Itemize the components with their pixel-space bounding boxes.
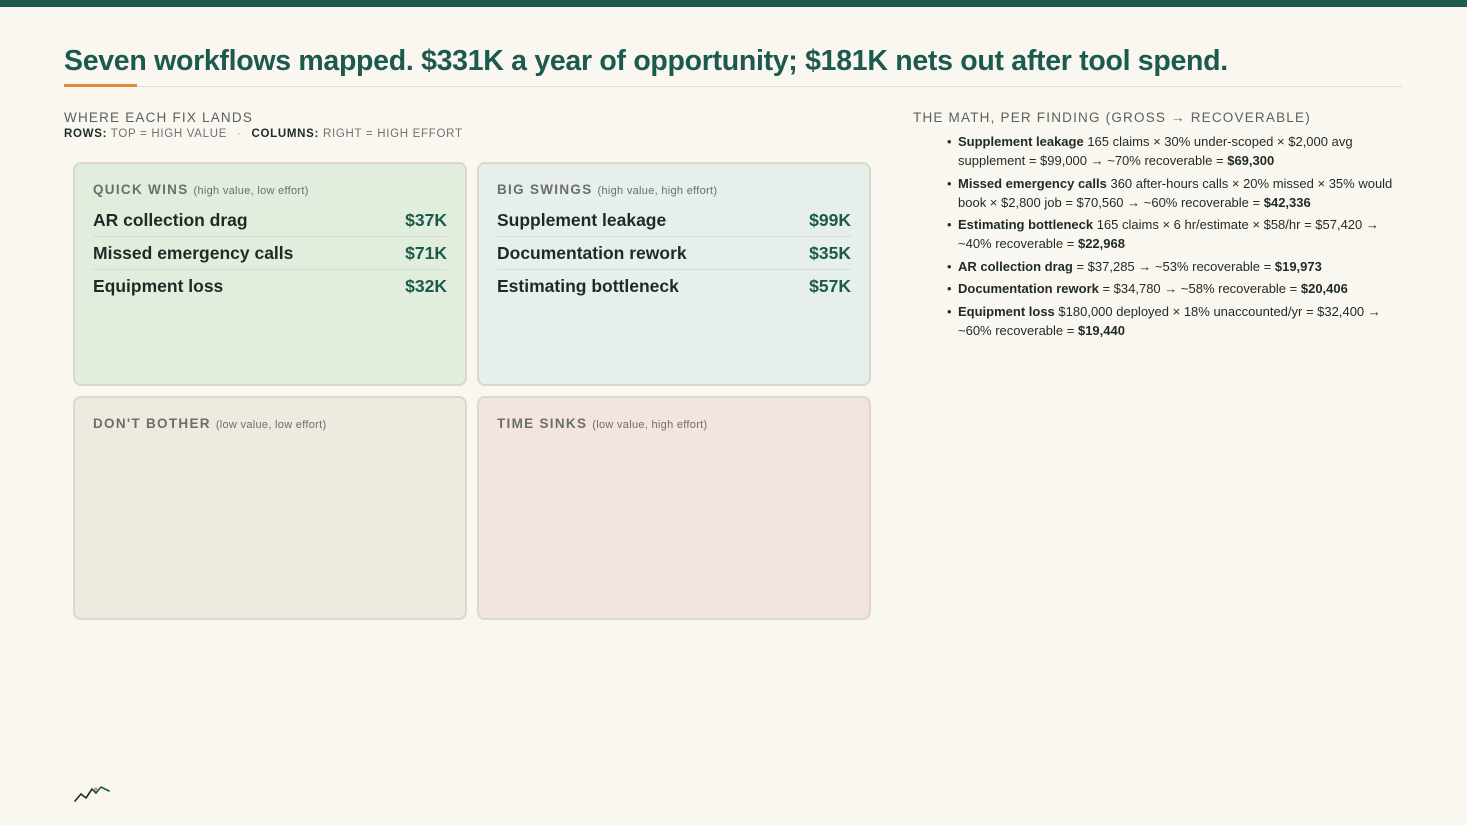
item-value: $37K: [405, 210, 447, 230]
quadrant-time-sinks: TIME SINKS (low value, high effort): [477, 396, 871, 620]
rows-text: TOP = HIGH VALUE: [110, 128, 228, 140]
item-name: AR collection drag: [93, 210, 248, 230]
quadrant-dont-bother: DON'T BOTHER (low value, low effort): [73, 396, 467, 620]
item-name: Equipment loss: [93, 276, 224, 296]
quadrant-item: Supplement leakage $99K: [497, 205, 851, 237]
quadrant-subtitle: (high value, high effort): [597, 185, 718, 197]
item-value: $99K: [809, 210, 851, 230]
quadrant-big-swings: BIG SWINGS (high value, high effort) Supp…: [477, 162, 871, 386]
matrix-heading: WHERE EACH FIX LANDS: [64, 110, 254, 125]
item-value: $71K: [405, 243, 447, 263]
rows-label: ROWS:: [64, 128, 108, 140]
item-value: $35K: [809, 243, 851, 263]
quadrant-name: TIME SINKS: [497, 416, 588, 431]
quadrant-title: DON'T BOTHER (low value, low effort): [93, 416, 447, 438]
columns-text: RIGHT = HIGH EFFORT: [322, 128, 463, 140]
bullet: •: [947, 303, 952, 319]
trend-line-logo-icon: [74, 786, 110, 802]
finding-label: Equipment loss: [958, 303, 1055, 319]
quadrant-item: AR collection drag $37K: [93, 205, 447, 237]
axis-separator: ·: [237, 128, 242, 140]
quadrant-quick-wins: QUICK WINS (high value, low effort) AR co…: [73, 162, 467, 386]
finding-result: $19,440: [1077, 322, 1125, 338]
item-name: Estimating bottleneck: [497, 276, 679, 296]
finding-label: Documentation rework: [958, 281, 1099, 296]
item-value: $32K: [405, 276, 447, 296]
quadrant-title: BIG SWINGS (high value, high effort): [497, 182, 851, 204]
bullet: •: [947, 134, 952, 149]
quadrant-title: TIME SINKS (low value, high effort): [497, 416, 851, 438]
quadrant-title: QUICK WINS (high value, low effort): [93, 182, 447, 204]
math-item-ar-collection-drag: • AR collection drag = $37,285 → ~53% rec…: [945, 257, 1405, 276]
finding-calculation: = $37,285 → ~53% recoverable =: [1072, 258, 1275, 274]
finding-result: $20,406: [1300, 281, 1348, 296]
finding-calculation: 165 claims × 6 hr/estimate × $58/hr = $5…: [958, 217, 1379, 251]
item-name: Supplement leakage: [497, 210, 667, 230]
finding-label: Missed emergency calls: [958, 175, 1107, 191]
finding-label: AR collection drag: [958, 258, 1073, 274]
top-accent-bar: [0, 0, 1467, 7]
finding-result: $22,968: [1077, 236, 1125, 251]
quadrant-subtitle: (low value, low effort): [215, 419, 327, 431]
finding-result: $69,300: [1227, 153, 1275, 168]
quadrant-item: Missed emergency calls $71K: [93, 238, 447, 270]
bullet: •: [947, 175, 952, 191]
math-item-estimating-bottleneck: • Estimating bottleneck 165 claims × 6 hr…: [945, 215, 1405, 253]
title-accent-underline: [64, 84, 137, 87]
quadrant-item: Estimating bottleneck $57K: [497, 271, 851, 302]
quadrant-item: Documentation rework $35K: [497, 238, 851, 270]
bullet: •: [947, 281, 952, 296]
quadrant-name: QUICK WINS: [93, 182, 189, 197]
finding-result: $42,336: [1263, 194, 1311, 210]
bullet: •: [947, 217, 952, 232]
quadrant-subtitle: (low value, high effort): [592, 419, 708, 431]
math-item-supplement-leakage: • Supplement leakage 165 claims × 30% und…: [945, 132, 1405, 170]
math-heading: THE MATH, PER FINDING (GROSS → RECOVERAB…: [913, 110, 1311, 125]
quadrant-name: DON'T BOTHER: [93, 416, 211, 431]
title-divider: [64, 86, 1402, 87]
math-item-missed-emergency-calls: • Missed emergency calls 360 after-hours …: [945, 174, 1405, 212]
math-item-equipment-loss: • Equipment loss $180,000 deployed × 18% …: [945, 302, 1405, 340]
finding-result: $19,973: [1274, 258, 1322, 274]
math-item-documentation-rework: • Documentation rework = $34,780 → ~58% r…: [945, 279, 1405, 298]
matrix-axis-note: ROWS: TOP = HIGH VALUE · COLUMNS: RIGHT …: [64, 128, 463, 140]
finding-label: Supplement leakage: [958, 134, 1084, 149]
finding-calculation: = $34,780 → ~58% recoverable =: [1098, 281, 1301, 296]
quadrant-item: Equipment loss $32K: [93, 271, 447, 302]
quadrant-subtitle: (high value, low effort): [193, 185, 309, 197]
item-name: Documentation rework: [497, 243, 687, 263]
finding-calculation: 360 after-hours calls × 20% missed × 35%…: [958, 175, 1393, 210]
math-list: • Supplement leakage 165 claims × 30% und…: [945, 132, 1405, 343]
finding-calculation: $180,000 deployed × 18% unaccounted/yr =…: [958, 303, 1381, 338]
page-title: Seven workflows mapped. $331K a year of …: [64, 45, 1228, 77]
bullet: •: [947, 258, 952, 274]
finding-label: Estimating bottleneck: [958, 217, 1094, 232]
item-value: $57K: [809, 276, 851, 296]
quadrant-name: BIG SWINGS: [497, 182, 593, 197]
columns-label: COLUMNS:: [251, 128, 320, 140]
item-name: Missed emergency calls: [93, 243, 294, 263]
finding-calculation: 165 claims × 30% under-scoped × $2,000 a…: [958, 134, 1353, 168]
